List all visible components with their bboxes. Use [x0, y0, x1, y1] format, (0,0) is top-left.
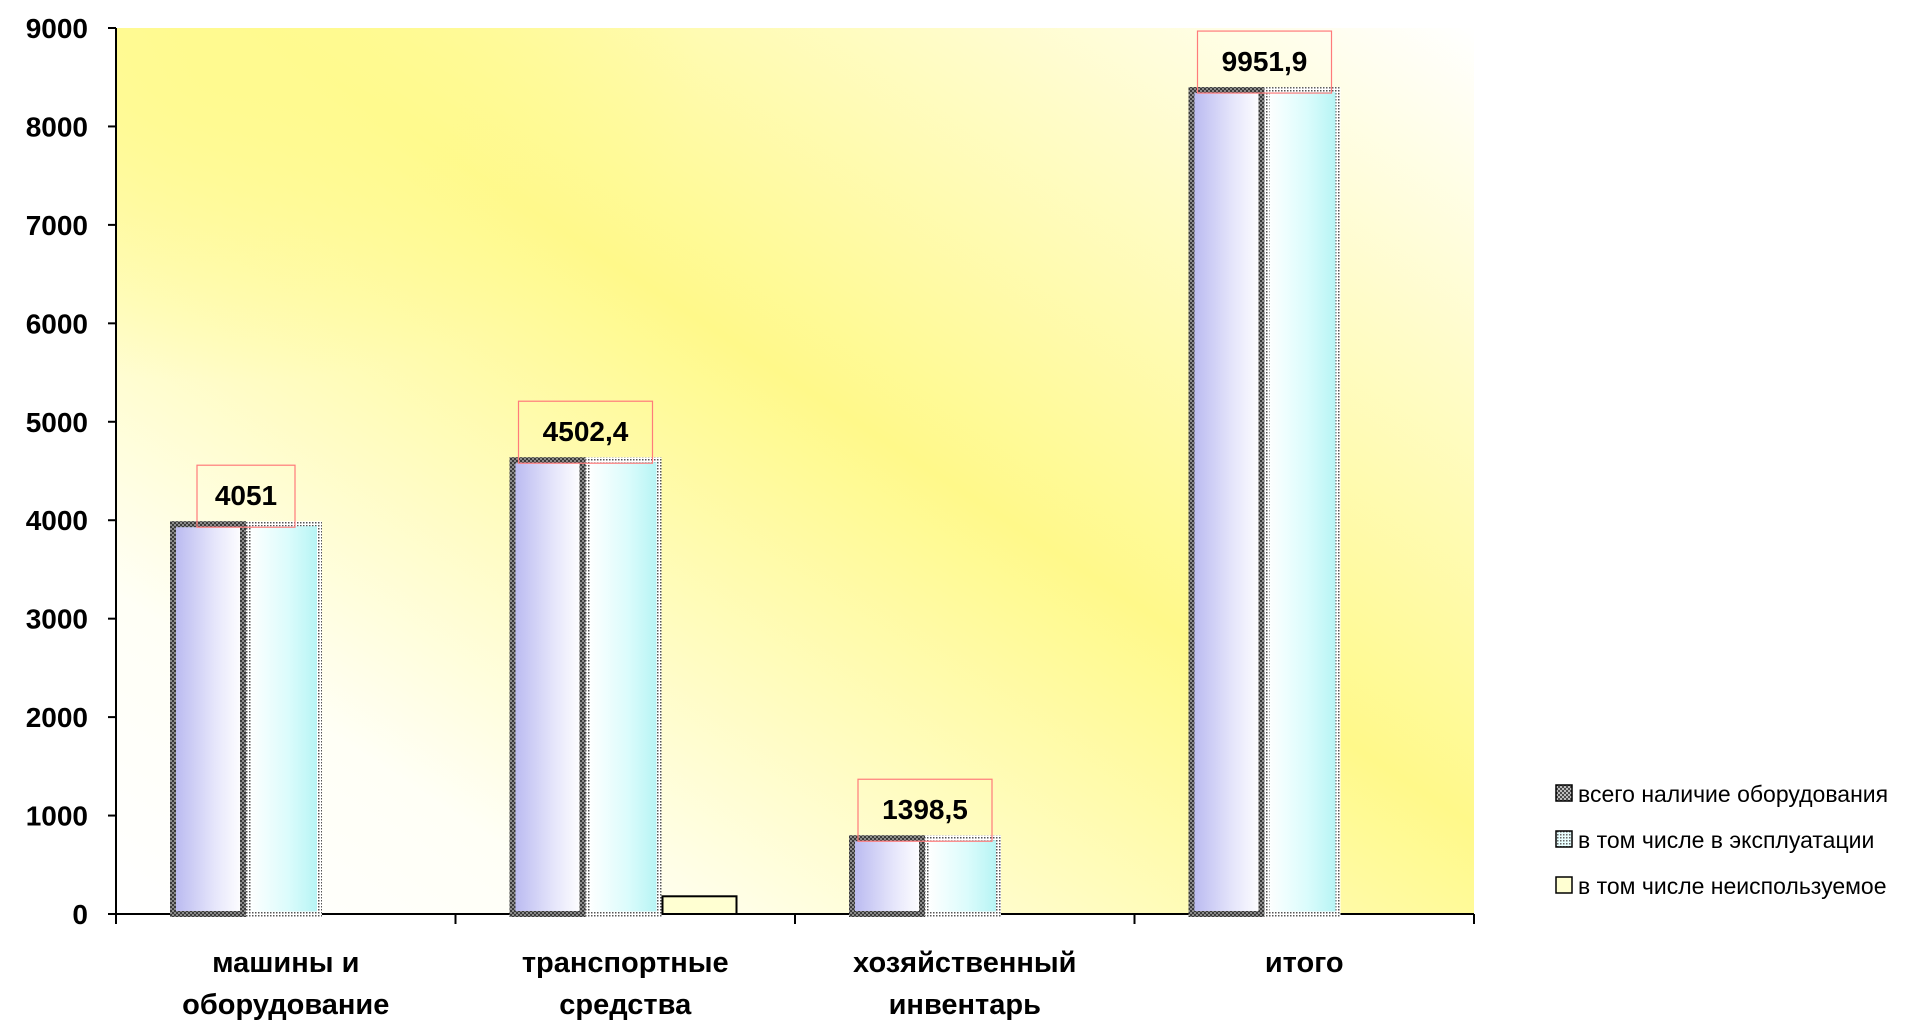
- y-tick-label: 3000: [26, 604, 88, 635]
- data-label-box: [1196, 30, 1333, 94]
- bar-series-1-cat-1: [170, 521, 246, 917]
- legend-label-2: в том числе в эксплуатации: [1578, 827, 1874, 853]
- data-label-box: [857, 778, 993, 842]
- x-tick-label: транспортные: [522, 947, 729, 979]
- x-tick-label: оборудование: [182, 989, 389, 1021]
- y-axis: 0 1000 2000 3000 4000 5000 6000 7000 8000 9000: [26, 13, 117, 930]
- x-tick-labels: машины и оборудование транспортные средства…: [182, 947, 1344, 1021]
- x-tick-label: хозяйственный: [853, 947, 1076, 979]
- x-tick-label: машины и: [212, 947, 359, 979]
- data-label-box: [517, 400, 654, 464]
- bar-series-1-cat-2: [509, 457, 586, 917]
- y-tick-label: 0: [72, 899, 88, 930]
- bar-series-2-cat-4: [1264, 87, 1341, 917]
- data-label: 4502,4: [543, 416, 629, 447]
- legend-swatch-2: [1555, 830, 1573, 848]
- data-label-box: [196, 464, 296, 528]
- y-tick-label: 8000: [26, 111, 88, 142]
- bar-series-2-cat-3: [925, 835, 1001, 917]
- y-tick-label: 1000: [26, 801, 88, 832]
- y-tick-label: 5000: [26, 407, 88, 438]
- data-label: 1398,5: [882, 794, 968, 825]
- y-tick-label: 4000: [26, 505, 88, 536]
- x-tick-label: инвентарь: [889, 989, 1041, 1021]
- legend-label-1: всего наличие оборудования: [1578, 781, 1888, 807]
- data-label: 9951,9: [1222, 46, 1308, 77]
- legend-label-3: в том числе неиспользуемое: [1578, 873, 1887, 899]
- bars: [170, 87, 1341, 918]
- y-tick-label: 2000: [26, 702, 88, 733]
- y-tick-label: 9000: [26, 13, 88, 44]
- bar-series-3-cat-2: [661, 895, 738, 915]
- data-label: 4051: [215, 480, 277, 511]
- data-labels: 4051 4502,4 1398,5 9951,9: [196, 30, 1333, 842]
- x-tick-label: средства: [559, 989, 692, 1021]
- y-tick-label: 6000: [26, 308, 88, 339]
- bar-series-2-cat-1: [246, 521, 322, 917]
- legend: всего наличие оборудования в том числе в …: [1555, 781, 1888, 899]
- bar-series-2-cat-2: [585, 457, 662, 917]
- bar-series-1-cat-3: [849, 835, 925, 917]
- legend-swatch-3: [1555, 876, 1573, 894]
- legend-swatch-1: [1555, 784, 1573, 802]
- x-tick-label: итого: [1265, 947, 1344, 979]
- y-tick-label: 7000: [26, 210, 88, 241]
- bar-series-1-cat-4: [1188, 87, 1265, 918]
